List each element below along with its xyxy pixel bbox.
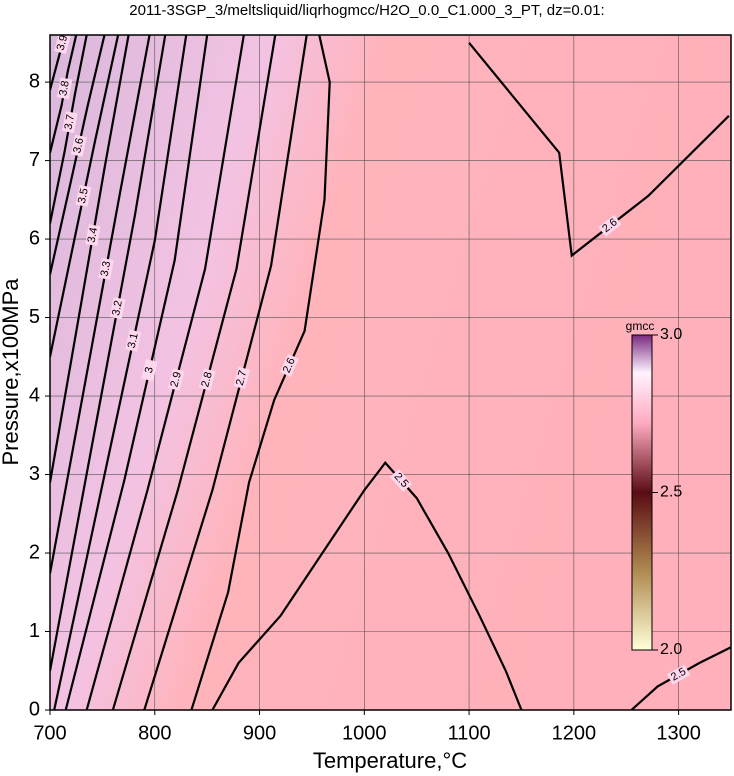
contour-label: 2.9 [168, 371, 183, 389]
x-tick-label: 700 [33, 722, 66, 744]
contour-label-bg [141, 359, 158, 382]
chart-title: 2011-3SGP_3/meltsliquid/liqrhogmcc/H2O_0… [129, 2, 604, 19]
contour-label-group: 2.6 [279, 353, 299, 378]
contour-label: 2.7 [234, 369, 249, 387]
contour-label-bg [233, 366, 251, 390]
contour-label: 2.8 [199, 371, 215, 389]
contour-label: 3.6 [71, 137, 86, 155]
contour-label-bg [389, 468, 413, 492]
contour-label: 3.9 [55, 34, 71, 52]
contour-label-group: 2.9 [167, 368, 185, 391]
contour-label: 3.5 [76, 187, 91, 204]
contour-label-bg [70, 134, 87, 157]
x-tick-label: 1300 [656, 722, 701, 744]
x-tick-label: 800 [138, 722, 171, 744]
contour-label: 3.3 [99, 260, 114, 277]
x-tick-label: 900 [243, 722, 276, 744]
contour-label-bg [125, 329, 142, 352]
contour-label-group: 3.5 [75, 184, 92, 207]
colorbar-tick-label: 3.0 [660, 326, 682, 343]
contour-label-group: 3 [141, 359, 158, 382]
contour-label-group: 3.1 [125, 329, 142, 352]
x-tick-label: 1200 [552, 722, 597, 744]
y-tick-label: 4 [29, 384, 40, 406]
contour-label-bg [75, 184, 92, 207]
contour-label: 3 [143, 366, 156, 375]
contour-label-bg [109, 297, 126, 320]
contour-label-group: 3.8 [56, 77, 73, 100]
y-tick-label: 5 [29, 306, 40, 328]
contour-label: 3.2 [110, 300, 125, 317]
contour-label-bg [56, 77, 73, 100]
colorbar-tick-label: 2.5 [660, 484, 682, 501]
contour-label-group: 3.7 [62, 111, 78, 134]
y-tick-label: 0 [29, 698, 40, 720]
contour-label: 3.8 [57, 80, 72, 97]
contour-label-group: 3.2 [109, 297, 126, 320]
contour-label-group: 2.8 [198, 368, 216, 391]
contour-label: 3.4 [86, 227, 100, 244]
y-tick-label: 2 [29, 541, 40, 563]
y-tick-label: 3 [29, 463, 40, 485]
y-tick-label: 6 [29, 227, 40, 249]
contour-label-bg [98, 257, 114, 280]
y-axis-label: Pressure,x100MPa [0, 278, 23, 466]
x-tick-label: 1000 [342, 722, 387, 744]
contour-line [211, 461, 523, 710]
contour-label-bg [666, 664, 691, 685]
contour-label: 3.7 [63, 114, 78, 131]
contour-label-bg [85, 224, 101, 247]
colorbar-tick-label: 2.0 [660, 641, 682, 658]
contour-label-bg [62, 111, 78, 134]
y-tick-label: 7 [29, 149, 40, 171]
plot-area [50, 35, 731, 710]
y-tick-label: 8 [29, 70, 40, 92]
contour-label-group: 3.3 [98, 257, 114, 280]
contour-label-bg [54, 35, 71, 55]
x-tick-label: 1100 [448, 722, 491, 744]
contour-label-bg [198, 368, 216, 391]
y-tick-label: 1 [29, 620, 40, 642]
contour-label-bg [279, 353, 299, 378]
contour-label-bg [167, 368, 185, 391]
contour-label-group: 2.7 [233, 366, 251, 390]
contour-label-group: 3.9 [54, 34, 71, 55]
colorbar-label: gmcc [626, 319, 655, 333]
x-axis-label: Temperature,°C [313, 748, 467, 773]
contour-label-group: 3.6 [70, 134, 87, 157]
contour-label-group: 3.4 [85, 224, 101, 247]
contour-label: 2.6 [281, 356, 298, 375]
contour-label: 3.1 [126, 332, 141, 349]
plot-frame [49, 34, 732, 711]
contour-label-bg [598, 214, 622, 237]
colorbar [631, 334, 653, 651]
contour-line [468, 42, 730, 258]
